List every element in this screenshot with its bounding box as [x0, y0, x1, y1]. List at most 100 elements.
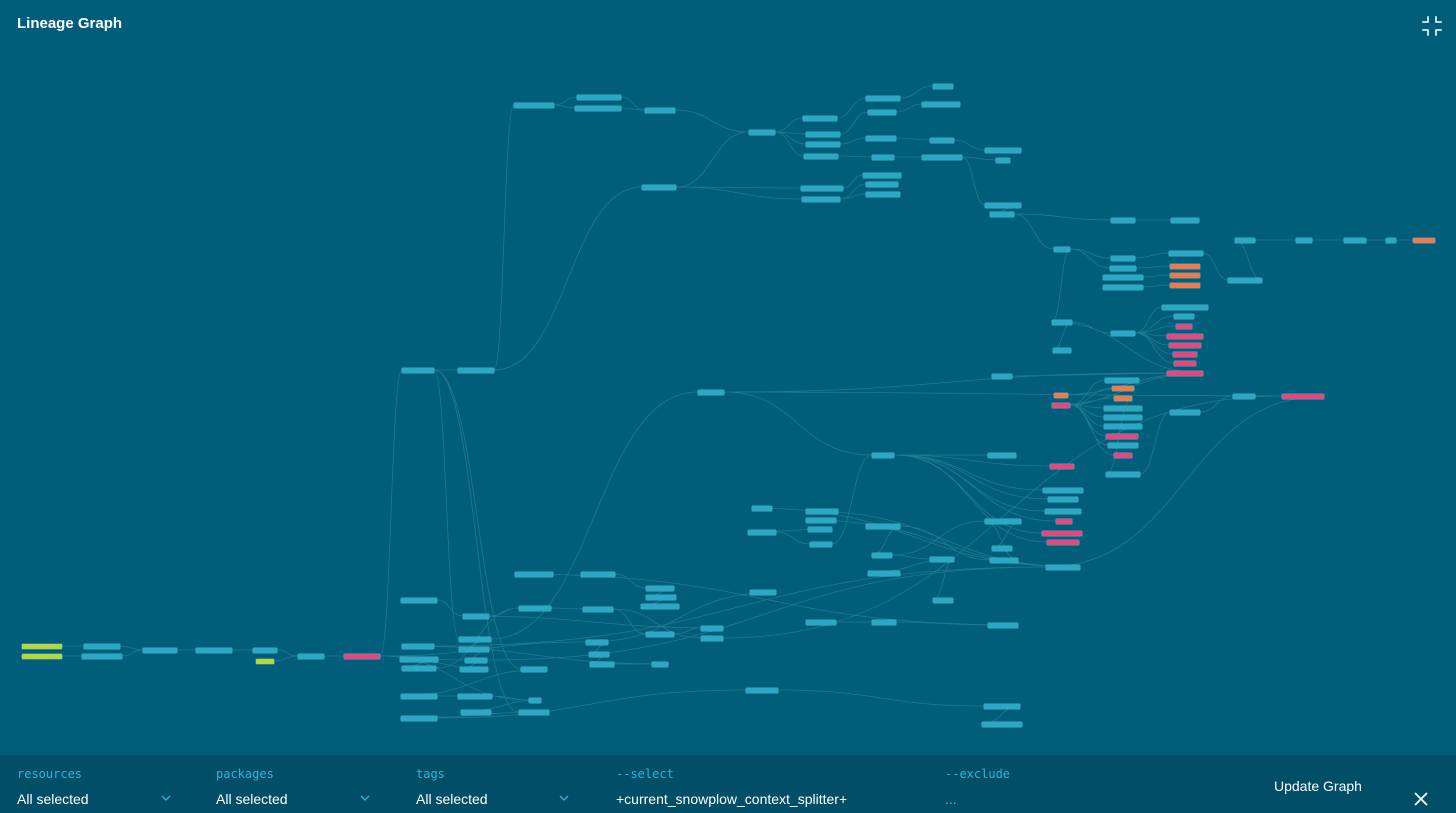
graph-node[interactable]	[749, 130, 775, 135]
graph-node[interactable]	[752, 506, 772, 511]
graph-node[interactable]	[1052, 320, 1072, 325]
graph-node[interactable]	[82, 654, 122, 659]
graph-node[interactable]	[698, 390, 724, 395]
graph-node[interactable]	[1104, 424, 1142, 429]
graph-node[interactable]	[1104, 415, 1142, 420]
graph-node[interactable]	[808, 527, 832, 532]
graph-node[interactable]	[1046, 565, 1080, 570]
graph-node[interactable]	[1110, 266, 1136, 271]
graph-node[interactable]	[583, 607, 613, 612]
graph-node[interactable]	[1413, 238, 1435, 243]
packages-value[interactable]: All selected	[216, 791, 288, 807]
graph-node[interactable]	[641, 604, 679, 609]
graph-node[interactable]	[1282, 394, 1324, 399]
graph-node[interactable]	[581, 572, 615, 577]
graph-node[interactable]	[1111, 256, 1135, 261]
graph-node[interactable]	[868, 571, 900, 576]
graph-node[interactable]	[519, 710, 549, 715]
graph-node[interactable]	[872, 620, 896, 625]
graph-node[interactable]	[1043, 488, 1083, 493]
graph-node[interactable]	[652, 662, 668, 667]
exclude-filter[interactable]: --exclude ...	[945, 755, 1225, 813]
graph-node[interactable]	[996, 158, 1010, 163]
lineage-graph-canvas[interactable]	[0, 50, 1456, 755]
graph-node[interactable]	[872, 155, 894, 160]
graph-node[interactable]	[1114, 396, 1132, 401]
graph-node[interactable]	[988, 623, 1018, 628]
graph-node[interactable]	[1045, 509, 1081, 514]
graph-node[interactable]	[1296, 238, 1312, 243]
graph-node[interactable]	[746, 688, 778, 693]
graph-node[interactable]	[84, 644, 120, 649]
graph-node[interactable]	[802, 197, 840, 202]
graph-node[interactable]	[985, 148, 1021, 153]
graph-node[interactable]	[642, 185, 676, 190]
graph-node[interactable]	[519, 606, 551, 611]
graph-node[interactable]	[461, 710, 491, 715]
graph-node[interactable]	[1170, 283, 1200, 288]
graph-node[interactable]	[196, 648, 232, 653]
graph-node[interactable]	[646, 586, 674, 591]
graph-node[interactable]	[575, 106, 621, 111]
graph-node[interactable]	[401, 716, 437, 721]
graph-node[interactable]	[577, 95, 621, 100]
select-filter[interactable]: --select +current_snowplow_context_split…	[616, 755, 916, 813]
graph-node[interactable]	[459, 647, 489, 652]
graph-node[interactable]	[806, 620, 836, 625]
graph-node[interactable]	[1047, 540, 1079, 545]
graph-node[interactable]	[1386, 238, 1396, 243]
graph-node[interactable]	[458, 368, 494, 373]
graph-node[interactable]	[253, 648, 277, 653]
graph-node[interactable]	[458, 694, 492, 699]
tags-filter[interactable]: tags All selected	[416, 755, 576, 813]
graph-node[interactable]	[1344, 238, 1366, 243]
graph-node[interactable]	[863, 173, 901, 178]
graph-node[interactable]	[1174, 361, 1196, 366]
graph-node[interactable]	[804, 154, 838, 159]
graph-node[interactable]	[1111, 331, 1135, 336]
tags-value[interactable]: All selected	[416, 791, 488, 807]
graph-node[interactable]	[515, 572, 553, 577]
resources-filter[interactable]: resources All selected	[17, 755, 177, 813]
graph-node[interactable]	[521, 667, 547, 672]
graph-node[interactable]	[1170, 410, 1200, 415]
graph-node[interactable]	[256, 659, 274, 664]
graph-node[interactable]	[1106, 472, 1140, 477]
update-graph-button[interactable]: Update Graph	[1274, 778, 1362, 794]
graph-node[interactable]	[1054, 393, 1068, 398]
graph-node[interactable]	[1106, 434, 1138, 439]
graph-node[interactable]	[22, 644, 62, 649]
graph-node[interactable]	[646, 632, 674, 637]
graph-node[interactable]	[988, 453, 1016, 458]
graph-node[interactable]	[1105, 378, 1139, 383]
graph-node[interactable]	[930, 138, 954, 143]
graph-node[interactable]	[298, 654, 324, 659]
graph-node[interactable]	[645, 108, 675, 113]
graph-node[interactable]	[586, 640, 608, 645]
graph-node[interactable]	[400, 657, 438, 662]
graph-node[interactable]	[866, 524, 900, 529]
graph-node[interactable]	[1170, 273, 1200, 278]
graph-node[interactable]	[402, 666, 436, 671]
graph-node[interactable]	[1167, 334, 1203, 339]
graph-node[interactable]	[984, 704, 1020, 709]
graph-node[interactable]	[748, 530, 776, 535]
graph-node[interactable]	[22, 654, 62, 659]
graph-node[interactable]	[1235, 238, 1255, 243]
resources-value[interactable]: All selected	[17, 791, 89, 807]
graph-node[interactable]	[806, 518, 836, 523]
graph-node[interactable]	[1054, 247, 1070, 252]
graph-node[interactable]	[1111, 218, 1135, 223]
collapse-arrows-icon[interactable]	[1418, 12, 1446, 40]
graph-node[interactable]	[1228, 278, 1262, 283]
graph-node[interactable]	[465, 658, 487, 663]
graph-node[interactable]	[401, 598, 437, 603]
graph-node[interactable]	[930, 557, 954, 562]
graph-node[interactable]	[463, 614, 489, 619]
graph-node[interactable]	[1162, 305, 1208, 310]
graph-node[interactable]	[990, 212, 1014, 217]
graph-node[interactable]	[1050, 464, 1074, 469]
graph-node[interactable]	[922, 102, 960, 107]
graph-node[interactable]	[529, 698, 541, 703]
graph-node[interactable]	[806, 132, 840, 137]
